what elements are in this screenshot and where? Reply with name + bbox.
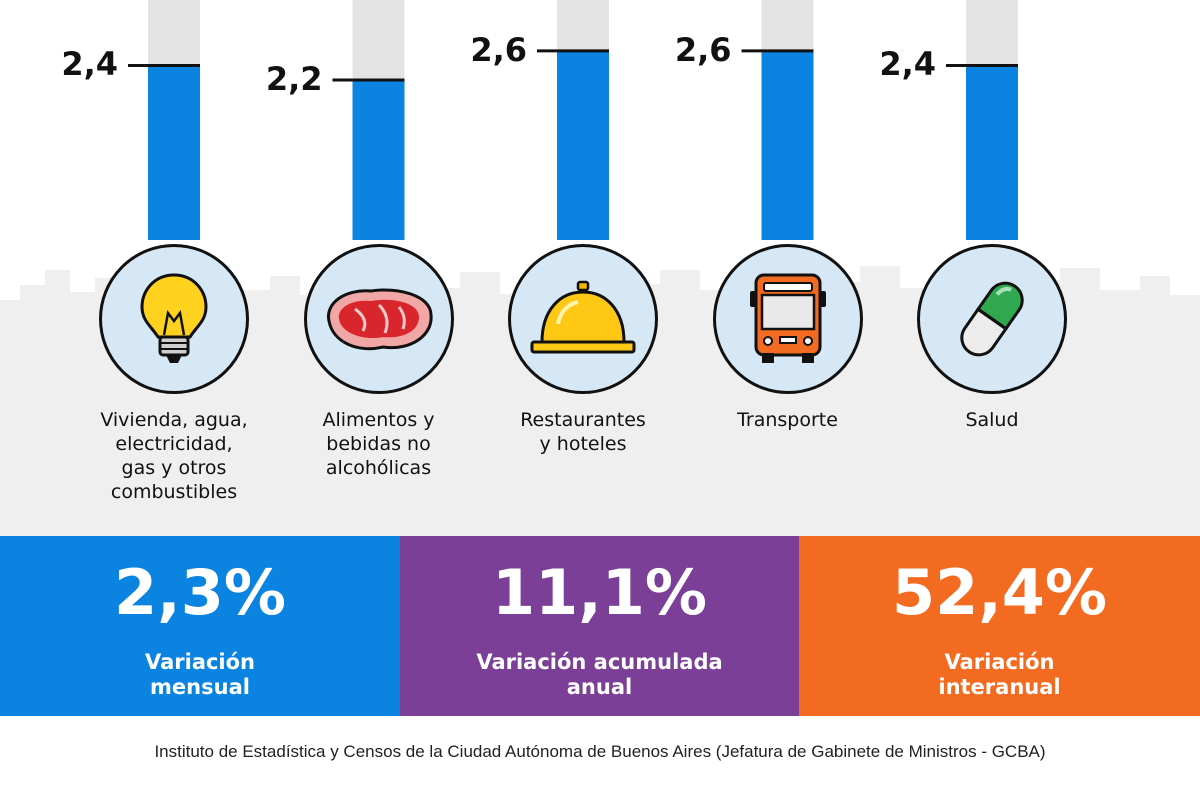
category-restaurantes: 2,6 Restaurantes y hoteles [470, 0, 685, 536]
value-label-vivienda: 2,4 [61, 45, 118, 84]
category-alimentos: 2,2 Alimentos y bebidas no alcohólicas [266, 0, 481, 536]
category-label-transporte: Transporte [737, 409, 838, 431]
category-label-alimentos: Alimentos y bebidas no alcohólicas [322, 409, 435, 479]
light-bulb-icon [99, 244, 249, 394]
stat-monthly: 2,3% Variación mensual [0, 536, 400, 716]
meat-steak-icon [303, 244, 454, 394]
category-label-restaurantes: Restaurantes y hoteles [520, 409, 646, 455]
stat-annual-accumulated-value: 11,1% [491, 556, 708, 629]
pill-icon [917, 244, 1067, 394]
stat-annual-accumulated: 11,1% Variación acumulada anual [400, 536, 799, 716]
category-vivienda: 2,4 Vivienda, agua, electricidad, gas y o… [61, 0, 276, 536]
city-skyline-background [0, 265, 1200, 536]
summary-stats: 2,3% Variación mensual 11,1% Variación a… [0, 536, 1200, 716]
stat-annual-accumulated-label: Variación acumulada anual [476, 650, 723, 699]
category-label-vivienda: Vivienda, agua, electricidad, gas y otro… [100, 409, 248, 503]
category-salud: 2,4 Salud [879, 0, 1094, 536]
value-label-alimentos: 2,2 [265, 60, 323, 98]
bar-salud [966, 65, 1018, 240]
stat-monthly-label: Variación mensual [144, 650, 256, 699]
stat-year-over-year: 52,4% Variación interanual [799, 536, 1200, 716]
category-transporte: 2,6 Transporte [675, 0, 890, 536]
value-label-restaurantes: 2,6 [470, 30, 527, 69]
source-caption: Instituto de Estadística y Censos de la … [154, 742, 1046, 761]
stat-year-over-year-label: Variación interanual [938, 650, 1061, 699]
value-label-salud: 2,4 [879, 45, 936, 84]
stat-year-over-year-value: 52,4% [891, 556, 1108, 629]
bus-icon [712, 244, 863, 394]
bar-transporte [761, 50, 814, 241]
service-bell-icon [508, 244, 658, 394]
bar-chart [128, 0, 1018, 241]
bar-restaurantes [557, 50, 609, 241]
category-label-salud: Salud [965, 409, 1019, 431]
bar-alimentos [352, 80, 405, 240]
bar-vivienda [148, 65, 200, 240]
stat-monthly-value: 2,3% [114, 556, 286, 629]
value-label-transporte: 2,6 [674, 30, 732, 69]
chart-area: 2,4 Vivienda, agua, electricidad, gas y o… [0, 0, 1200, 536]
